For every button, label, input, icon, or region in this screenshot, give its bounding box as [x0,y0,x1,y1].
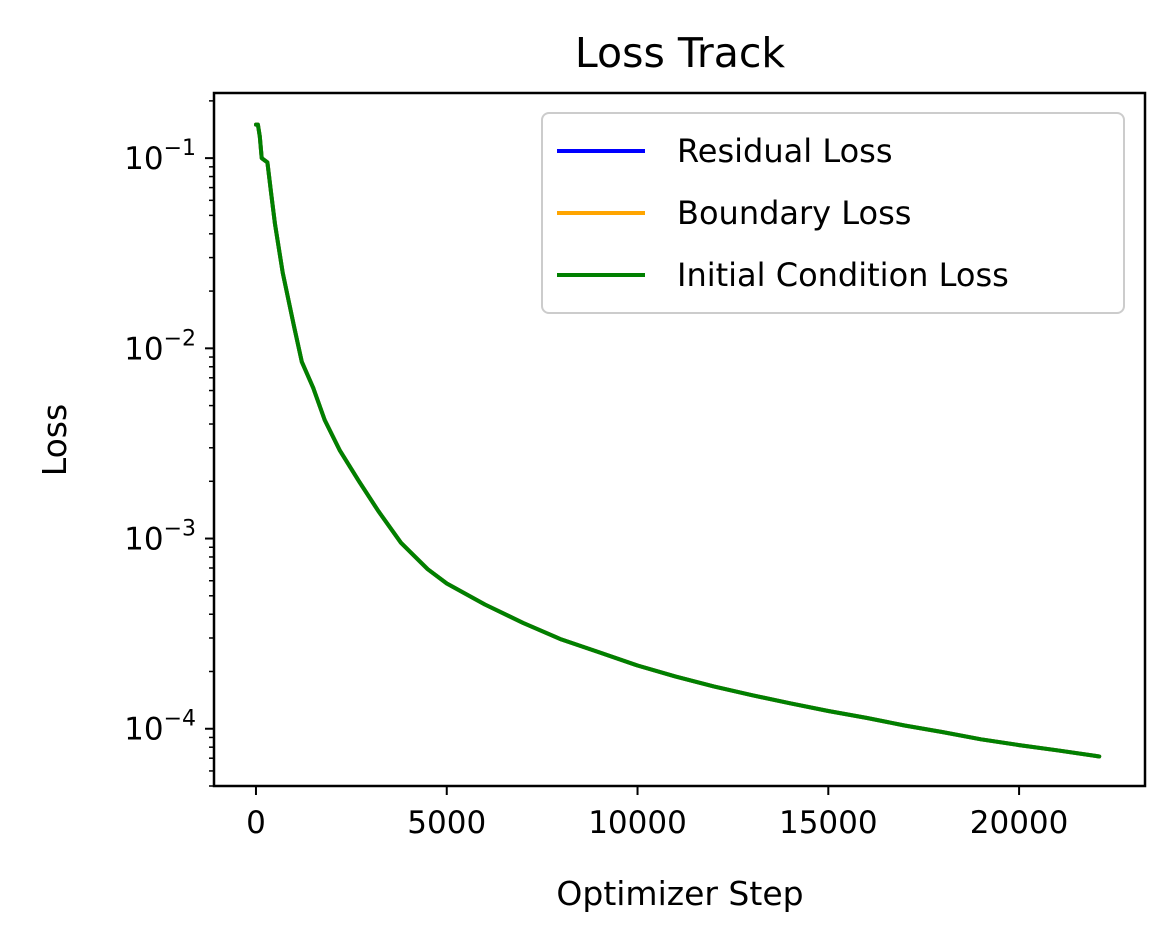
y-tick-label: 10−2 [124,326,196,367]
y-tick-label: 10−1 [124,136,196,177]
x-tick-label: 5000 [407,805,486,841]
x-tick-label: 15000 [779,805,878,841]
y-axis: 10−1 10−2 10−3 10−4 [124,100,214,787]
legend: Residual Loss Boundary Loss Initial Condit… [541,112,1125,314]
y-axis-label: Loss [35,404,74,476]
x-axis-label: Optimizer Step [556,874,803,913]
plot-area [254,122,1102,759]
x-tick-label: 20000 [970,805,1069,841]
y-tick-label: 10−3 [124,517,196,558]
legend-label: Residual Loss [677,132,893,170]
plot-frame [212,91,1147,788]
chart-title: Loss Track [575,29,786,77]
legend-label: Boundary Loss [677,194,911,232]
y-tick-label: 10−4 [124,707,196,748]
x-tick-label: 10000 [588,805,687,841]
legend-label: Initial Condition Loss [677,256,1009,294]
legend-frame [541,112,1125,314]
x-tick-label: 0 [246,805,266,841]
series-line-2 [254,122,1102,759]
x-axis: 0 5000 10000 15000 20000 [246,786,1068,841]
